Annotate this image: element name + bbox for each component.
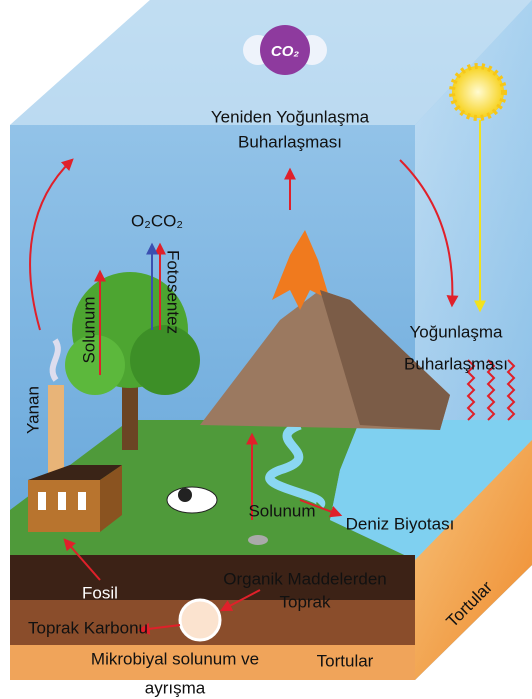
label: Fotosentez <box>164 250 183 334</box>
label: Toprak Karbonu <box>28 618 148 637</box>
carbon-cycle-diagram: CO₂ Yeniden Yoğunlaşma Buharlaşması O₂CO… <box>0 0 532 699</box>
label: Fosil <box>82 583 118 602</box>
label: Solunum <box>79 296 98 363</box>
sun <box>452 66 504 118</box>
label: Yanan <box>23 386 42 434</box>
label: Toprak <box>279 592 331 611</box>
label: Yeniden Yoğunlaşma <box>211 107 370 126</box>
mouse <box>248 535 268 545</box>
microbe-circle <box>180 600 220 640</box>
label: Mikrobiyal solunum ve <box>91 649 259 668</box>
label: Yoğunlaşma <box>410 322 503 341</box>
molecule-label: CO₂ <box>271 43 300 60</box>
cow <box>167 487 217 513</box>
label: Organik Maddelerden <box>223 569 386 588</box>
window <box>78 492 86 510</box>
label: Tortular <box>317 651 374 670</box>
chimney <box>48 385 64 475</box>
tree-crown <box>130 325 200 395</box>
label: Deniz Biyotası <box>346 514 455 533</box>
label: Buharlaşması <box>404 354 508 373</box>
label: Buharlaşması <box>238 132 342 151</box>
label: ayrışma <box>145 678 206 697</box>
label: O₂CO₂ <box>131 211 183 230</box>
window <box>58 492 66 510</box>
cow-spot <box>178 488 192 502</box>
window <box>38 492 46 510</box>
label: Solunum <box>248 501 315 520</box>
